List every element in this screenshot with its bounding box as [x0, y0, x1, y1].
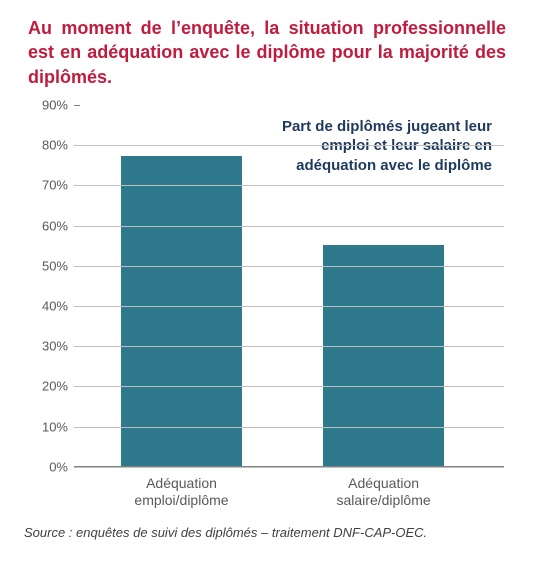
gridline — [74, 427, 504, 428]
gridline — [74, 386, 504, 387]
gridline — [74, 346, 504, 347]
plot-area: Part de diplômés jugeant leur emploi et … — [74, 105, 504, 467]
x-tick-label: Adéquation emploi/diplôme — [92, 475, 272, 510]
y-tick-label: 10% — [20, 419, 68, 434]
y-tick-label: 30% — [20, 339, 68, 354]
x-tick-label: Adéquation salaire/diplôme — [294, 475, 474, 510]
gridline — [74, 467, 504, 468]
y-tick-label: 80% — [20, 138, 68, 153]
gridline — [74, 306, 504, 307]
bar-chart: Part de diplômés jugeant leur emploi et … — [20, 99, 514, 519]
gridline — [74, 105, 80, 106]
y-tick-label: 60% — [20, 218, 68, 233]
y-tick-label: 0% — [20, 459, 68, 474]
gridline — [74, 145, 504, 146]
bar — [323, 245, 443, 466]
source-line: Source : enquêtes de suivi des diplômés … — [24, 525, 510, 540]
bar — [121, 156, 241, 466]
chart-annotation: Part de diplômés jugeant leur emploi et … — [260, 117, 492, 176]
figure-container: Au moment de l’enquête, la situation pro… — [0, 0, 534, 565]
y-tick-label: 50% — [20, 258, 68, 273]
gridline — [74, 266, 504, 267]
gridline — [74, 185, 504, 186]
y-tick-label: 20% — [20, 379, 68, 394]
y-tick-label: 70% — [20, 178, 68, 193]
headline: Au moment de l’enquête, la situation pro… — [28, 16, 506, 89]
gridline — [74, 226, 504, 227]
y-tick-label: 40% — [20, 299, 68, 314]
y-tick-label: 90% — [20, 97, 68, 112]
